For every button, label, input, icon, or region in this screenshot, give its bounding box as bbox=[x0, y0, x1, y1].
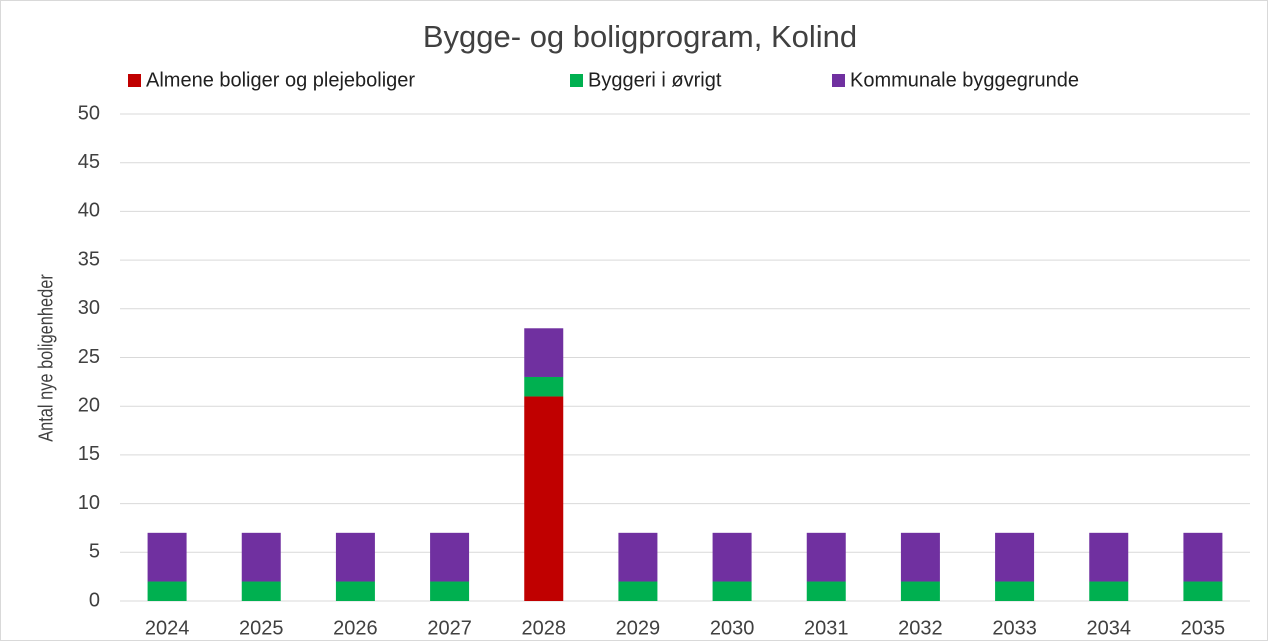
x-tick-label: 2035 bbox=[1181, 617, 1226, 639]
x-tick-label: 2032 bbox=[898, 617, 943, 639]
bar-segment bbox=[147, 532, 187, 582]
bar-segment bbox=[712, 532, 752, 582]
legend-swatch bbox=[128, 74, 141, 87]
x-tick-label: 2025 bbox=[239, 617, 284, 639]
legend-label: Kommunale byggegrunde bbox=[850, 69, 1079, 91]
bar-segment bbox=[995, 532, 1035, 582]
x-tick-label: 2031 bbox=[804, 617, 849, 639]
bar-segment bbox=[1183, 532, 1223, 582]
x-tick-label: 2026 bbox=[333, 617, 378, 639]
legend-swatch bbox=[570, 74, 583, 87]
x-tick-label: 2029 bbox=[616, 617, 661, 639]
y-axis-title: Antal nye boligenheder bbox=[34, 274, 57, 442]
bar-segment bbox=[241, 532, 281, 582]
y-tick-label: 35 bbox=[78, 248, 100, 270]
bar-segment bbox=[524, 376, 564, 397]
bar-segment bbox=[524, 396, 564, 601]
legend-label: Almene boliger og plejeboliger bbox=[146, 69, 415, 91]
bar-segment bbox=[524, 328, 564, 377]
y-tick-label: 0 bbox=[89, 589, 100, 611]
bar-segment bbox=[430, 581, 470, 601]
bar-segment bbox=[335, 532, 375, 582]
y-tick-label: 15 bbox=[78, 443, 100, 465]
bar-segment bbox=[806, 532, 846, 582]
bar-segment bbox=[995, 581, 1035, 601]
y-tick-label: 10 bbox=[78, 492, 100, 514]
y-tick-label: 40 bbox=[78, 200, 100, 222]
x-tick-label: 2034 bbox=[1087, 617, 1132, 639]
y-tick-label: 20 bbox=[78, 394, 100, 416]
bar-segment bbox=[147, 581, 187, 601]
y-tick-label: 5 bbox=[89, 541, 100, 563]
y-tick-label: 50 bbox=[78, 102, 100, 124]
bar-segment bbox=[618, 532, 658, 582]
x-tick-label: 2024 bbox=[145, 617, 190, 639]
x-tick-label: 2027 bbox=[427, 617, 472, 639]
bar-segment bbox=[430, 532, 470, 582]
x-tick-label: 2033 bbox=[992, 617, 1037, 639]
legend-swatch bbox=[832, 74, 845, 87]
y-tick-label: 45 bbox=[78, 151, 100, 173]
bar-segment bbox=[1089, 532, 1129, 582]
bar-segment bbox=[900, 581, 940, 601]
bar-segment bbox=[900, 532, 940, 582]
chart-title: Bygge- og boligprogram, Kolind bbox=[423, 19, 857, 54]
x-tick-label: 2028 bbox=[522, 617, 567, 639]
bar-segment bbox=[618, 581, 658, 601]
bar-segment bbox=[241, 581, 281, 601]
bar-segment bbox=[1089, 581, 1129, 601]
bar-segment bbox=[712, 581, 752, 601]
y-tick-label: 30 bbox=[78, 297, 100, 319]
y-tick-label: 25 bbox=[78, 346, 100, 368]
x-tick-label: 2030 bbox=[710, 617, 755, 639]
bar-segment bbox=[1183, 581, 1223, 601]
bar-segment bbox=[806, 581, 846, 601]
legend-label: Byggeri i øvrigt bbox=[588, 69, 722, 91]
bar-segment bbox=[335, 581, 375, 601]
